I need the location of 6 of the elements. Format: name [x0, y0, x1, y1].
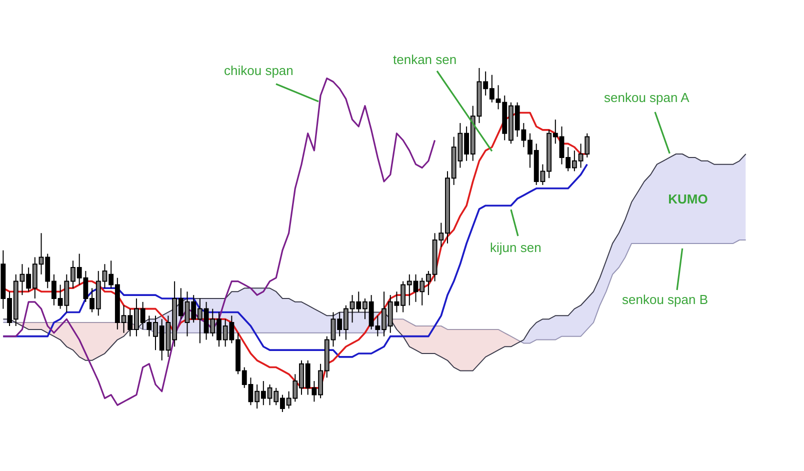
- series-label: senkou span B: [622, 292, 708, 307]
- annotation: KUMO: [668, 192, 708, 207]
- text: senkou span A: [604, 90, 690, 105]
- text: chikou span: [224, 63, 294, 78]
- series-label: kijun sen: [490, 240, 542, 255]
- text: tenkan sen: [393, 52, 457, 67]
